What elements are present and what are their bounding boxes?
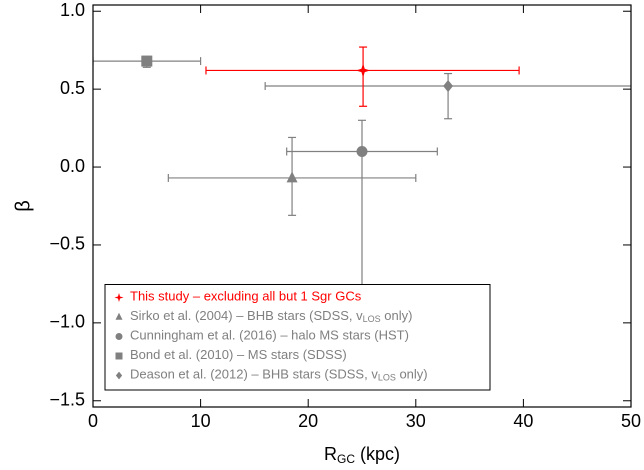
legend-label-part: This study – excluding all but 1 Sgr GCs [130, 289, 362, 304]
marker [443, 79, 454, 93]
y-tick-label: 1.0 [60, 0, 85, 20]
y-tick-label: −1.0 [49, 312, 85, 332]
legend-box [104, 284, 491, 391]
marker [115, 352, 123, 360]
plot-area [93, 46, 631, 301]
y-tick-label: −1.5 [49, 390, 85, 410]
marker [141, 55, 153, 67]
legend-label-part: only) [381, 308, 413, 323]
legend: This study – excluding all but 1 Sgr GCs… [104, 284, 491, 391]
legend-label: Bond et al. (2010) – MS stars (SDSS) [130, 347, 347, 362]
legend-label: Sirko et al. (2004) – BHB stars (SDSS, v… [130, 308, 412, 324]
x-tick-label: 10 [191, 411, 211, 431]
y-tick-label: 0.5 [60, 78, 85, 98]
x-axis-label-part: (kpc) [355, 444, 400, 464]
x-tick-label: 40 [513, 411, 533, 431]
marker [355, 63, 371, 78]
legend-label: Cunningham et al. (2016) – halo MS stars… [130, 328, 409, 343]
legend-label-part: Sirko et al. (2004) – BHB stars (SDSS, v [130, 308, 363, 323]
marker [115, 371, 123, 380]
x-tick-label: 0 [88, 411, 98, 431]
x-tick-label: 50 [621, 411, 641, 431]
legend-label-part: Cunningham et al. (2016) – halo MS stars… [130, 328, 409, 343]
y-tick-label: −0.5 [49, 234, 85, 254]
legend-label: Deason et al. (2012) – BHB stars (SDSS, … [130, 367, 428, 383]
x-tick-label: 30 [406, 411, 426, 431]
marker [356, 145, 368, 157]
legend-label: This study – excluding all but 1 Sgr GCs [130, 289, 362, 304]
legend-label-part: LOS [363, 314, 381, 324]
x-axis-label-part: GC [337, 452, 355, 466]
x-tick-label: 20 [298, 411, 318, 431]
plot-frame [92, 4, 632, 408]
marker [115, 333, 123, 340]
marker [115, 312, 123, 320]
y-axis-label: β [12, 200, 34, 212]
legend-label-part: LOS [378, 373, 396, 383]
x-axis-label-part: R [324, 444, 337, 464]
legend-label-part: Bond et al. (2010) – MS stars (SDSS) [130, 347, 347, 362]
x-axis-label: RGC (kpc) [324, 444, 400, 466]
y-tick-label: 0.0 [60, 156, 85, 176]
legend-label-part: Deason et al. (2012) – BHB stars (SDSS, … [130, 367, 378, 382]
marker [114, 292, 124, 303]
legend-label-part: only) [396, 367, 428, 382]
marker [286, 171, 298, 183]
